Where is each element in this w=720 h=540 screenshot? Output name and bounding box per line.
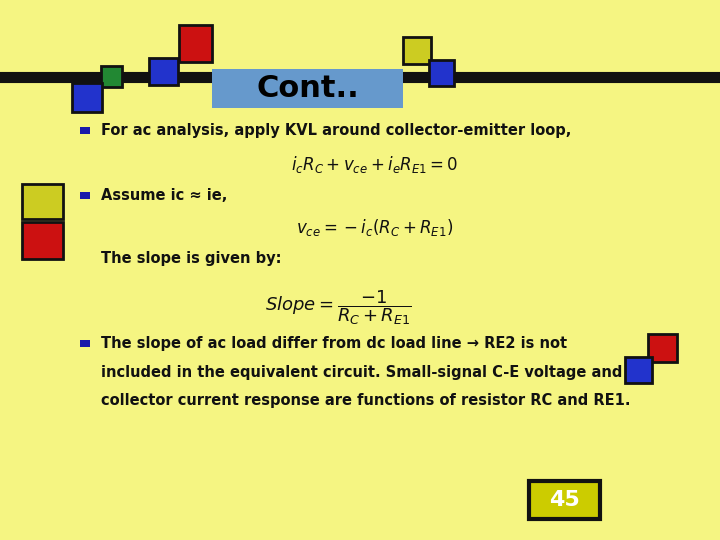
Text: $v_{ce} = -i_c(R_C + R_{E1})$: $v_{ce} = -i_c(R_C + R_{E1})$ (296, 218, 453, 238)
Text: The slope of ac load differ from dc load line → RE2 is not: The slope of ac load differ from dc load… (101, 336, 567, 352)
Text: Cont..: Cont.. (256, 74, 359, 103)
FancyBboxPatch shape (179, 25, 212, 62)
FancyBboxPatch shape (403, 37, 431, 64)
FancyBboxPatch shape (80, 340, 89, 348)
Text: $Slope = \dfrac{-1}{R_C + R_{E1}}$: $Slope = \dfrac{-1}{R_C + R_{E1}}$ (265, 288, 412, 327)
FancyBboxPatch shape (625, 357, 652, 383)
FancyBboxPatch shape (101, 66, 122, 87)
FancyBboxPatch shape (80, 192, 89, 199)
Text: $i_c R_C + v_{ce} + i_e R_{E1} = 0$: $i_c R_C + v_{ce} + i_e R_{E1} = 0$ (291, 154, 458, 175)
FancyBboxPatch shape (22, 184, 63, 219)
Text: Assume ic ≈ ie,: Assume ic ≈ ie, (101, 188, 228, 203)
Text: The slope is given by:: The slope is given by: (101, 251, 282, 266)
FancyBboxPatch shape (22, 222, 63, 259)
FancyBboxPatch shape (80, 127, 89, 134)
Text: collector current response are functions of resistor RC and RE1.: collector current response are functions… (101, 393, 630, 408)
FancyBboxPatch shape (149, 58, 178, 85)
FancyBboxPatch shape (212, 69, 403, 108)
Text: included in the equivalent circuit. Small-signal C-E voltage and: included in the equivalent circuit. Smal… (101, 364, 622, 380)
Text: For ac analysis, apply KVL around collector-emitter loop,: For ac analysis, apply KVL around collec… (101, 123, 571, 138)
FancyBboxPatch shape (648, 334, 677, 362)
FancyBboxPatch shape (429, 60, 454, 86)
FancyBboxPatch shape (72, 83, 102, 112)
Text: 45: 45 (549, 490, 580, 510)
FancyBboxPatch shape (529, 481, 600, 519)
